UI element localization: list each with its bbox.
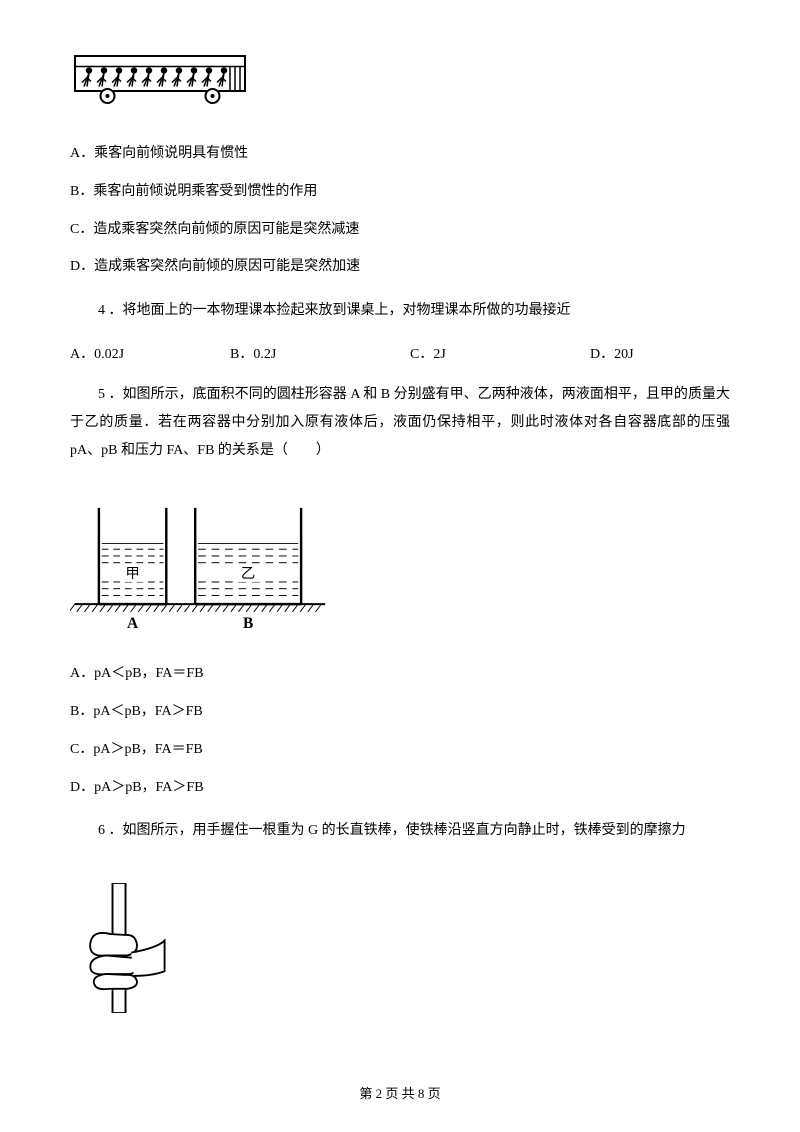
q3-option-d: D．造成乘客突然向前倾的原因可能是突然加速 bbox=[70, 255, 730, 279]
q4-stem: 4 ．将地面上的一本物理课本捡起来放到课桌上，对物理课本所做的功最接近 bbox=[70, 297, 730, 325]
q3-option-c: C．造成乘客突然向前倾的原因可能是突然减速 bbox=[70, 218, 730, 242]
q4-option-a: A．0.02J bbox=[70, 343, 230, 363]
q3-option-b: B．乘客向前倾说明乘客受到惯性的作用 bbox=[70, 180, 730, 204]
q4-options: A．0.02J B．0.2J C．2J D．20J bbox=[70, 343, 730, 363]
q5-option-a: A．pA＜pB，FA＝FB bbox=[70, 662, 730, 686]
q5-stem: 5 ．如图所示，底面积不同的圆柱形容器 A 和 B 分别盛有甲、乙两种液体，两液… bbox=[70, 381, 730, 465]
svg-text:乙: 乙 bbox=[241, 566, 255, 582]
q4-option-b: B．0.2J bbox=[230, 343, 410, 363]
q6-stem: 6 ．如图所示，用手握住一根重为 G 的长直铁棒，使铁棒沿竖直方向静止时，铁棒受… bbox=[70, 817, 730, 845]
q4-option-d: D．20J bbox=[590, 343, 710, 363]
hand-rod-illustration bbox=[70, 883, 170, 1013]
q5-option-c: C．pA＞pB，FA＝FB bbox=[70, 738, 730, 762]
q5-option-b: B．pA＜pB，FA＞FB bbox=[70, 700, 730, 724]
svg-text:A: A bbox=[127, 615, 138, 632]
bus-illustration bbox=[70, 50, 250, 105]
svg-text:B: B bbox=[243, 615, 253, 632]
page-footer: 第 2 页 共 8 页 bbox=[0, 1083, 800, 1102]
containers-illustration: 甲 A 乙 B bbox=[70, 503, 330, 633]
q3-option-a: A．乘客向前倾说明具有惯性 bbox=[70, 142, 730, 166]
svg-text:甲: 甲 bbox=[125, 566, 139, 582]
q5-option-d: D．pA＞pB，FA＞FB bbox=[70, 776, 730, 800]
q4-option-c: C．2J bbox=[410, 343, 590, 363]
